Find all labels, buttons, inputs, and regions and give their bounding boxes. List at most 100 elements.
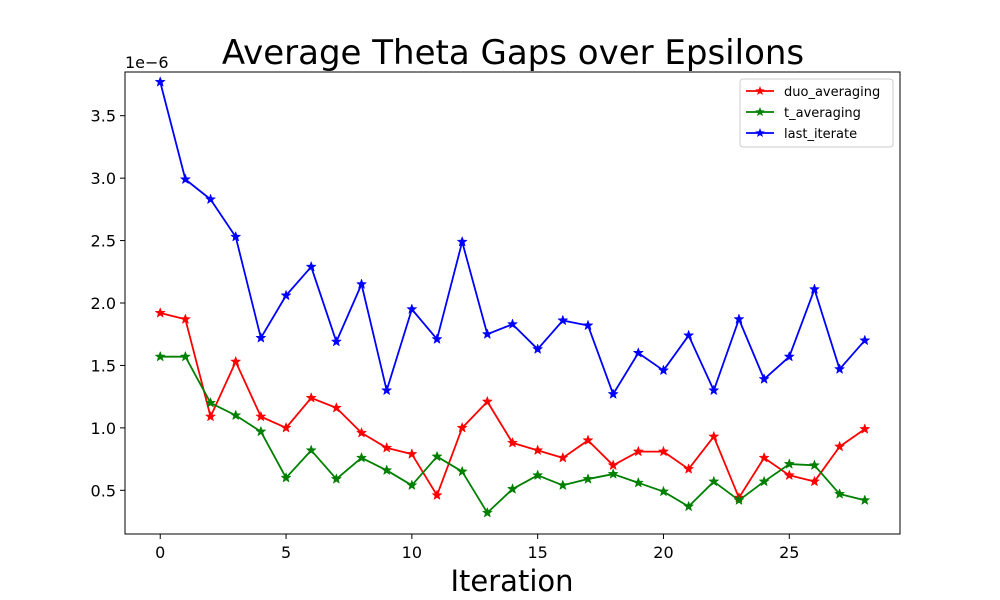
- data-point-t_averaging-9: [381, 464, 393, 476]
- data-point-duo_averaging-16: [557, 451, 569, 463]
- legend-marker-t_averaging: [755, 107, 765, 117]
- legend-marker-duo_averaging: [755, 86, 765, 96]
- data-point-duo_averaging-28: [859, 423, 871, 434]
- series-duo_averaging: [154, 307, 871, 503]
- data-point-t_averaging-23: [733, 494, 745, 506]
- data-point-duo_averaging-17: [582, 434, 594, 446]
- data-point-duo_averaging-21: [683, 463, 695, 474]
- data-point-last_iterate-19: [632, 347, 644, 358]
- legend-marker-last_iterate: [755, 128, 765, 138]
- data-point-t_averaging-13: [481, 506, 493, 518]
- data-point-duo_averaging-9: [381, 441, 393, 453]
- data-point-last_iterate-20: [657, 364, 670, 376]
- data-point-last_iterate-13: [481, 328, 493, 339]
- data-point-last_iterate-22: [708, 384, 720, 396]
- x-tick-label: 20: [653, 543, 673, 562]
- data-point-t_averaging-26: [808, 459, 821, 471]
- data-point-last_iterate-4: [255, 332, 267, 343]
- data-point-duo_averaging-25: [783, 469, 795, 481]
- data-point-last_iterate-27: [833, 363, 846, 374]
- y-tick-label: 1.5: [91, 356, 116, 375]
- data-point-last_iterate-12: [456, 235, 468, 247]
- data-point-t_averaging-1: [179, 350, 192, 362]
- data-point-last_iterate-10: [406, 303, 418, 315]
- data-point-t_averaging-5: [280, 471, 292, 483]
- data-point-t_averaging-16: [557, 479, 569, 491]
- data-point-last_iterate-17: [582, 319, 594, 331]
- data-point-t_averaging-3: [230, 409, 242, 421]
- data-point-duo_averaging-19: [632, 445, 644, 457]
- data-point-t_averaging-12: [456, 465, 468, 477]
- data-point-duo_averaging-8: [355, 426, 368, 438]
- data-point-duo_averaging-0: [154, 307, 166, 318]
- x-tick-label: 5: [281, 543, 291, 562]
- data-point-last_iterate-14: [506, 318, 519, 330]
- data-point-last_iterate-24: [758, 373, 770, 384]
- data-point-last_iterate-5: [280, 289, 292, 301]
- data-point-duo_averaging-11: [431, 489, 443, 501]
- y-tick-label: 0.5: [91, 481, 116, 500]
- data-point-t_averaging-22: [708, 475, 720, 487]
- x-tick-label: 15: [527, 543, 547, 562]
- series-last_iterate: [154, 76, 871, 399]
- y-tick-label: 2.5: [91, 232, 116, 251]
- plot-marks: [154, 76, 871, 518]
- data-point-last_iterate-23: [733, 313, 745, 325]
- chart-title: Average Theta Gaps over Epsilons: [222, 33, 804, 73]
- x-tick-label: 25: [779, 543, 799, 562]
- data-point-duo_averaging-18: [607, 459, 619, 471]
- data-point-t_averaging-0: [154, 350, 166, 362]
- data-point-duo_averaging-10: [406, 448, 418, 459]
- data-point-t_averaging-2: [204, 396, 217, 408]
- data-point-duo_averaging-14: [506, 436, 519, 448]
- data-point-t_averaging-8: [355, 451, 368, 463]
- data-point-duo_averaging-6: [305, 391, 317, 403]
- y-scale-label: 1e−6: [125, 53, 169, 72]
- data-point-t_averaging-17: [582, 473, 594, 484]
- legend: duo_averaging t_averaging last_iterate: [739, 78, 894, 148]
- data-point-last_iterate-1: [179, 173, 192, 185]
- data-point-last_iterate-21: [683, 329, 695, 341]
- data-point-t_averaging-11: [431, 450, 443, 462]
- data-point-t_averaging-6: [305, 444, 317, 456]
- data-point-t_averaging-27: [833, 488, 846, 499]
- data-point-duo_averaging-27: [833, 440, 846, 452]
- data-point-t_averaging-25: [783, 458, 795, 469]
- y-tick-label: 2.0: [91, 294, 116, 313]
- series-line-duo_averaging: [160, 312, 866, 499]
- data-point-last_iterate-26: [808, 283, 821, 295]
- data-point-t_averaging-7: [330, 473, 342, 484]
- data-point-last_iterate-28: [859, 334, 871, 346]
- data-point-last_iterate-25: [783, 350, 795, 362]
- data-point-duo_averaging-22: [708, 430, 720, 442]
- y-tick-label: 3.5: [91, 107, 116, 126]
- data-point-duo_averaging-4: [255, 410, 267, 422]
- x-axis: 0 5 10 15 20 25: [155, 534, 799, 562]
- y-axis: 0.5 1.0 1.5 2.0 2.5 3.0 3.5: [91, 107, 125, 500]
- x-tick-label: 0: [155, 543, 165, 562]
- data-point-duo_averaging-3: [230, 355, 242, 367]
- data-point-last_iterate-15: [532, 343, 544, 354]
- data-point-duo_averaging-15: [532, 444, 544, 456]
- y-tick-label: 1.0: [91, 419, 116, 438]
- data-point-last_iterate-6: [305, 260, 317, 272]
- data-point-last_iterate-8: [355, 278, 368, 290]
- data-point-t_averaging-24: [758, 475, 770, 487]
- data-point-last_iterate-2: [204, 193, 217, 205]
- data-point-last_iterate-3: [230, 230, 242, 242]
- data-point-t_averaging-10: [406, 479, 418, 491]
- data-point-duo_averaging-7: [330, 401, 342, 413]
- data-point-duo_averaging-12: [456, 421, 468, 433]
- x-axis-label: Iteration: [450, 564, 573, 598]
- data-point-duo_averaging-2: [204, 410, 217, 422]
- data-point-t_averaging-28: [859, 494, 871, 506]
- y-tick-label: 3.0: [91, 169, 116, 188]
- data-point-t_averaging-21: [683, 500, 695, 512]
- series-t_averaging: [154, 350, 871, 518]
- data-point-last_iterate-0: [154, 76, 166, 87]
- data-point-last_iterate-9: [381, 384, 393, 396]
- x-tick-label: 10: [402, 543, 422, 562]
- data-point-t_averaging-15: [532, 469, 544, 481]
- data-point-t_averaging-19: [632, 476, 644, 488]
